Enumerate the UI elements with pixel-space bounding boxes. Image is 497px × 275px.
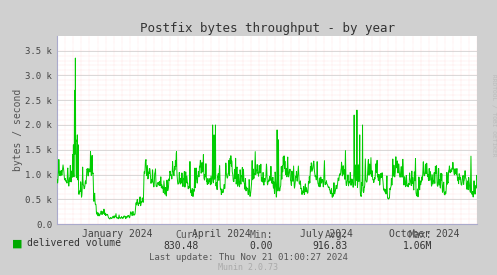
- Text: 0.00: 0.00: [250, 241, 273, 251]
- Text: Min:: Min:: [250, 230, 273, 240]
- Text: Munin 2.0.73: Munin 2.0.73: [219, 263, 278, 272]
- Text: Avg:: Avg:: [325, 230, 348, 240]
- Text: 916.83: 916.83: [313, 241, 348, 251]
- Text: ■: ■: [12, 238, 23, 248]
- Text: RRDTOOL / TOBI OETIKER: RRDTOOL / TOBI OETIKER: [491, 74, 496, 157]
- Text: Cur:: Cur:: [175, 230, 199, 240]
- Y-axis label: bytes / second: bytes / second: [12, 89, 23, 171]
- Text: 1.06M: 1.06M: [403, 241, 432, 251]
- Text: Last update: Thu Nov 21 01:00:27 2024: Last update: Thu Nov 21 01:00:27 2024: [149, 253, 348, 262]
- Title: Postfix bytes throughput - by year: Postfix bytes throughput - by year: [140, 21, 395, 35]
- Text: delivered volume: delivered volume: [27, 238, 121, 248]
- Text: Max:: Max:: [409, 230, 432, 240]
- Text: 830.48: 830.48: [164, 241, 199, 251]
